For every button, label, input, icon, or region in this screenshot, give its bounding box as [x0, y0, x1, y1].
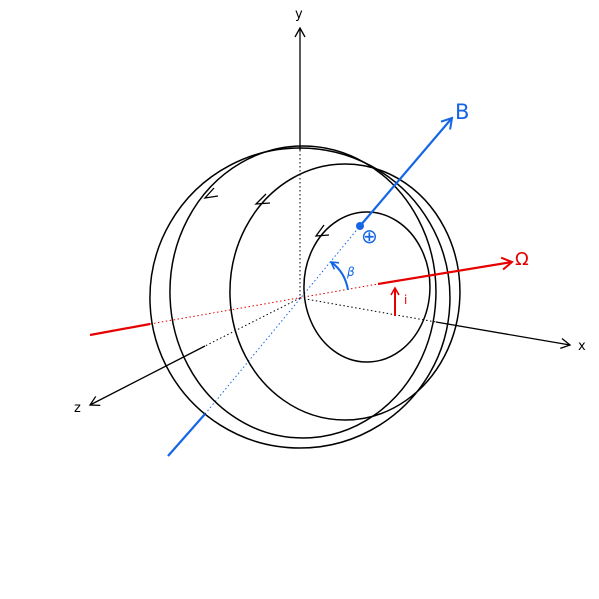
beta-angle-arc [329, 261, 349, 291]
obliquity-label: β [346, 265, 355, 279]
y-axis-label: y [295, 7, 303, 22]
magnetic-axis-tail [167, 413, 206, 457]
orbit-arrow-icon-inner [314, 224, 330, 237]
orbit-arrow-icon-outer [203, 187, 219, 199]
orbit-arrow-icon-middle [254, 193, 271, 205]
inner-ring [303, 211, 431, 363]
shell-2 [169, 145, 437, 439]
rotation-axis-hidden [149, 283, 379, 325]
x-axis-label: x [578, 339, 586, 354]
rotation-axis-label: Ω [515, 249, 529, 270]
x-axis-hidden [299, 297, 437, 323]
magnetic-axis-label: B [455, 100, 469, 124]
inclination-label: i [404, 293, 407, 307]
magnetic-axis [167, 116, 454, 457]
orbit-arrows [203, 187, 330, 237]
shell-3 [229, 163, 461, 421]
rotation-axis-tail [89, 322, 151, 337]
coordinate-axes [88, 26, 572, 406]
magnetic-axis-arrow [359, 116, 454, 227]
x-axis [435, 321, 572, 350]
magnetic-pole-dot [356, 222, 364, 230]
rotation-axis [89, 256, 514, 337]
z-axis-hidden [204, 297, 301, 347]
z-axis [88, 345, 206, 406]
sphere-shells [149, 145, 461, 449]
z-axis-label: z [74, 401, 81, 416]
magnetic-axis-hidden [204, 225, 361, 415]
rotation-axis-arrow [377, 256, 514, 286]
earth-symbol-icon: ⊕ [361, 224, 378, 248]
outer-sphere [149, 147, 451, 449]
